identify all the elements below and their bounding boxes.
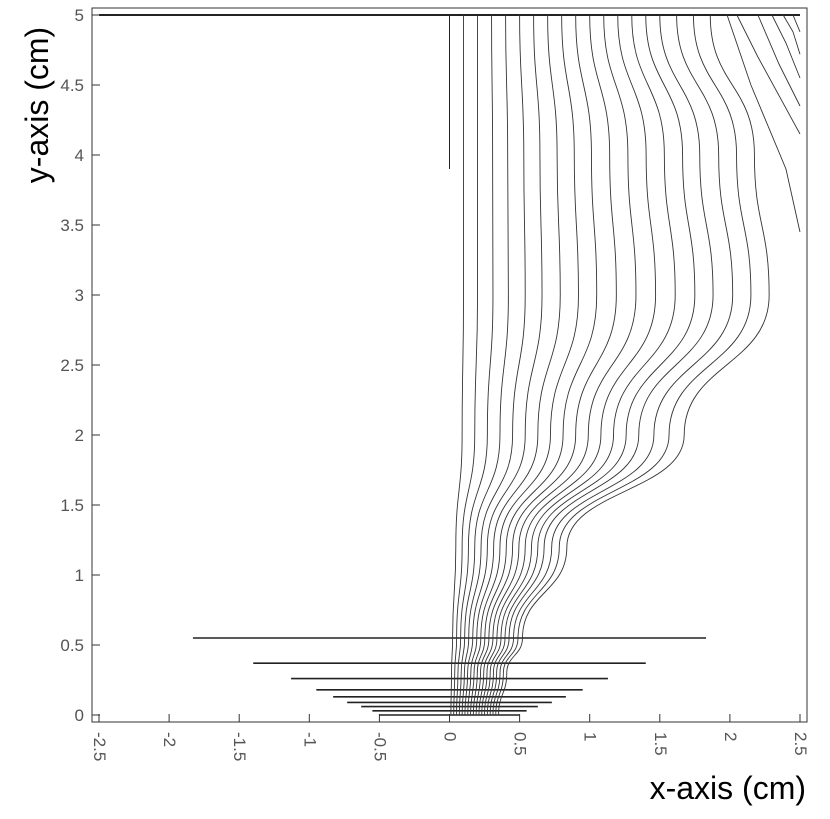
y-tick-label: 0.5 [60,636,84,655]
field-line-6 [464,14,543,716]
y-axis-title: y-axis (cm) [19,27,55,183]
field-line-12 [481,14,657,716]
y-tick-label: 3 [75,286,84,305]
field-line-16 [492,14,734,716]
field-line-4 [458,14,509,716]
y-tick-label: 1 [75,566,84,585]
x-axis-title: x-axis (cm) [650,770,806,806]
x-tick-label: 0 [441,732,460,741]
chart-marks [99,14,801,716]
y-tick-label: 2 [75,426,84,445]
edge-line-5 [792,14,801,32]
field-line-18 [498,14,770,716]
y-tick-label: 4.5 [60,76,84,95]
field-line-14 [486,14,696,716]
field-line-1 [450,15,464,716]
x-tick-label: -0.5 [370,732,389,761]
y-tick-label: 5 [75,6,84,25]
x-tick-label: -1.5 [230,732,249,761]
x-axis-ticks: -2.5 -2 -1.5 -1 -0.5 0 0.5 1 1.5 2 2.5 [90,714,810,761]
x-tick-label: -1 [300,732,319,747]
x-tick-label: 1 [581,732,600,741]
edge-line-3 [771,14,801,79]
x-tick-label: 1.5 [651,732,670,756]
x-tick-label: 0.5 [511,732,530,756]
field-line-3 [456,14,494,716]
field-line-9 [472,14,598,716]
edge-line-2 [757,14,801,107]
x-tick-label: -2 [160,732,179,747]
x-tick-label: -2.5 [90,732,109,761]
y-tick-label: 1.5 [60,496,84,515]
x-tick-label: 2 [721,732,740,741]
field-line-17 [495,14,752,716]
field-line-10 [475,14,617,716]
field-line-7 [467,14,561,716]
y-tick-label: 0 [75,706,84,725]
field-line-15 [489,14,714,716]
field-line-8 [470,14,579,716]
field-line-2 [453,15,478,716]
y-axis-ticks: 0 0.5 1 1.5 2 2.5 3 3.5 4 4.5 5 [60,6,100,725]
y-tick-label: 4 [75,146,84,165]
edge-line-4 [782,14,801,55]
edge-line-1 [736,14,801,135]
field-line-5 [461,14,526,716]
y-tick-label: 3.5 [60,216,84,235]
edge-line-6 [726,14,801,233]
field-line-11 [478,14,637,716]
y-tick-label: 2.5 [60,356,84,375]
x-tick-label: 2.5 [791,732,810,756]
field-line-13 [484,14,676,716]
